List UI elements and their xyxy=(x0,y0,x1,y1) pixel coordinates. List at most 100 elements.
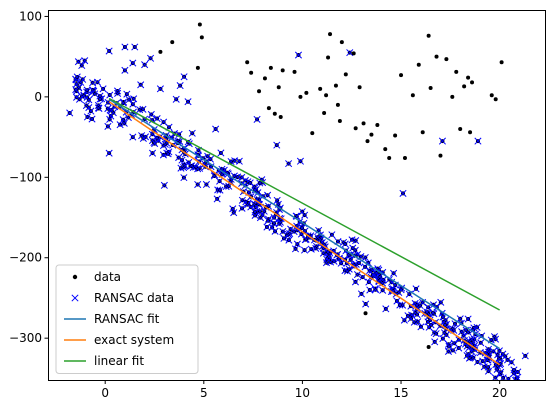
ransac-data-point xyxy=(141,61,149,69)
ransac-data-point xyxy=(286,229,294,238)
outlier-point xyxy=(351,51,356,56)
outlier-point xyxy=(363,311,368,316)
ransac-data-point xyxy=(78,61,86,70)
ransac-data-point xyxy=(89,79,97,87)
y-tick-label: −200 xyxy=(9,251,42,265)
ransac-data-point xyxy=(238,196,246,204)
ransac-data-point xyxy=(293,222,301,230)
ransac-data-point xyxy=(357,290,365,298)
ransac-data-point xyxy=(362,300,370,308)
ransac-data-point xyxy=(188,129,196,137)
exact-system-line xyxy=(108,101,501,366)
ransac-data-point xyxy=(180,73,188,81)
ransac-data-point xyxy=(116,121,124,129)
ransac-data-point xyxy=(493,365,501,374)
outlier-point xyxy=(402,156,407,160)
ransac-data-point xyxy=(218,165,226,173)
ransac-data-point xyxy=(121,43,129,51)
ransac-data-point xyxy=(91,90,99,98)
outlier-point xyxy=(387,156,392,160)
ransac-data-point xyxy=(464,315,472,323)
axes-frame xyxy=(48,10,546,381)
outlier-point xyxy=(466,75,471,80)
ransac-data-point xyxy=(121,66,129,74)
ransac-data-point xyxy=(238,204,246,212)
outlier-point xyxy=(328,32,333,37)
ransac-data-point xyxy=(417,323,425,331)
outlier-point xyxy=(399,73,404,78)
ransac-data-point xyxy=(319,249,327,257)
ransac-data-point xyxy=(264,191,272,199)
outlier-point xyxy=(318,86,323,91)
ransac-data-point xyxy=(217,149,225,157)
outlier-point xyxy=(280,68,285,73)
ransac-data-point xyxy=(148,149,157,157)
outlier-point xyxy=(257,89,262,94)
outlier-point xyxy=(272,111,277,116)
ransac-data-point xyxy=(160,181,168,189)
ransac-data-point xyxy=(307,245,315,253)
ransac-data-point xyxy=(76,95,84,103)
outlier-point xyxy=(426,345,431,350)
ransac-data-point xyxy=(188,162,196,170)
ransac-data-point xyxy=(351,278,360,286)
outlier-point xyxy=(276,85,281,90)
ransac-data-point xyxy=(139,105,147,113)
ransac-data-point xyxy=(129,59,137,67)
ransac-data-point xyxy=(413,311,421,319)
ransac-data-point xyxy=(521,352,529,360)
ransac-data-point xyxy=(99,85,107,93)
outlier-point xyxy=(195,65,200,70)
outlier-point xyxy=(499,60,504,65)
ransac-data-point xyxy=(353,271,362,279)
ransac-data-point xyxy=(137,81,145,89)
ransac-data-point xyxy=(148,136,157,145)
ransac-data-point xyxy=(312,242,321,250)
ransac-data-point xyxy=(300,246,309,254)
ransac-data-point xyxy=(251,208,259,216)
ransac-data-point xyxy=(382,305,390,313)
outlier-point xyxy=(278,114,283,119)
ransac-data-point xyxy=(273,141,281,149)
ransac-data-point xyxy=(147,54,155,62)
ransac-data-point xyxy=(427,321,435,329)
outlier-point xyxy=(326,55,331,60)
ransac-data-point xyxy=(477,339,485,347)
outlier-point xyxy=(416,62,421,67)
y-tick-label: −100 xyxy=(9,170,42,184)
outlier-point xyxy=(292,69,297,74)
ransac-data-point xyxy=(212,125,220,133)
ransac-data-point xyxy=(273,196,281,204)
ransac-data-point xyxy=(366,286,374,294)
ransac-data-point xyxy=(390,269,398,277)
outlier-point xyxy=(262,76,267,81)
outlier-point xyxy=(170,40,175,45)
ransac-data-point xyxy=(393,297,401,305)
legend: data RANSAC data RANSAC fit exact system lin… xyxy=(55,264,199,374)
ransac-data-point xyxy=(153,114,161,123)
ransac-data-point xyxy=(511,376,520,380)
outlier-point xyxy=(337,119,342,123)
ransac-data-point xyxy=(399,189,407,197)
outlier-point xyxy=(434,54,439,59)
ransac-data-point xyxy=(253,195,261,203)
ransac-data-point xyxy=(161,140,169,148)
ransac-data-point xyxy=(104,122,112,130)
outlier-point xyxy=(197,22,202,27)
ransac-data-point xyxy=(216,186,224,194)
outlier-point xyxy=(249,70,254,75)
ransac-data-point xyxy=(235,157,243,165)
ransac-data-point xyxy=(87,107,95,115)
ransac-data-point xyxy=(234,173,242,181)
outlier-point xyxy=(353,126,358,131)
ransac-data-point xyxy=(280,234,288,242)
ransac-data-point xyxy=(180,174,188,182)
outlier-point xyxy=(383,147,388,152)
ransac-data-point xyxy=(129,100,137,108)
outlier-point xyxy=(420,130,425,135)
ransac-data-point xyxy=(255,200,263,208)
ransac-data-point xyxy=(447,326,455,334)
ransac-data-point xyxy=(510,366,518,374)
ransac-data-point xyxy=(474,137,482,145)
ransac-data-point xyxy=(412,285,420,293)
